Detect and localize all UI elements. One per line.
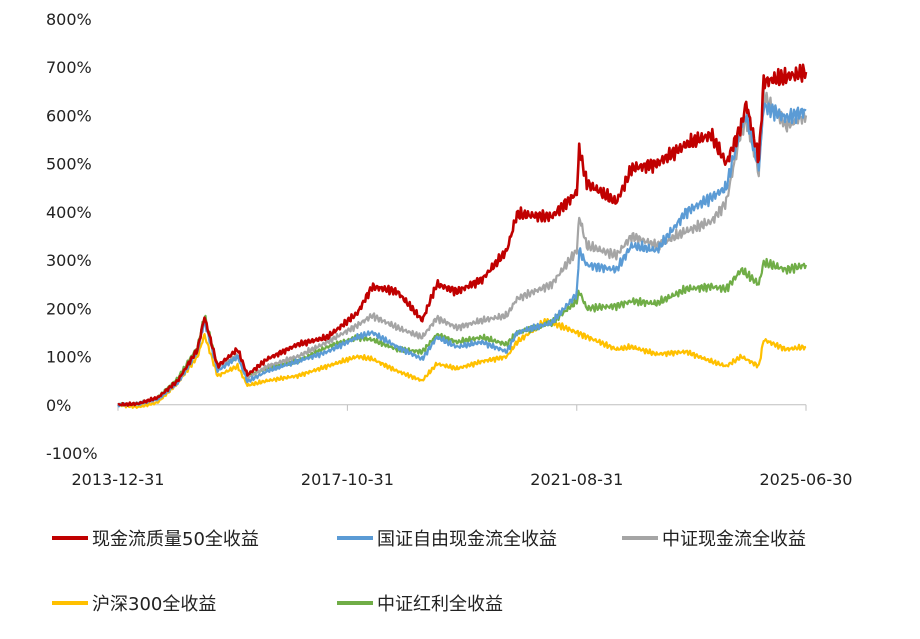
y-tick-label: 600% <box>46 106 92 125</box>
y-tick-label: -100% <box>46 444 98 463</box>
x-tick-label: 2021-08-31 <box>530 470 623 489</box>
x-tick-label: 2025-06-30 <box>760 470 853 489</box>
legend-label: 沪深300全收益 <box>92 594 216 615</box>
x-tick-label: 2017-10-31 <box>301 470 394 489</box>
series-line-2 <box>117 102 807 408</box>
y-axis-ticks: -100% 0% 100% 200% 300% 400% 500% 600% 700% 800% <box>46 10 98 463</box>
y-tick-label: 400% <box>46 203 92 222</box>
legend-label: 国证自由现金流全收益 <box>377 529 557 550</box>
legend-label: 中证红利全收益 <box>377 594 503 615</box>
x-axis: 2013-12-31 2017-10-31 2021-08-31 2025-06-30 <box>72 404 853 489</box>
series-line-1 <box>117 63 808 407</box>
y-tick-label: 500% <box>46 155 92 174</box>
legend-label: 现金流质量50全收益 <box>92 529 259 550</box>
series-lines <box>117 63 808 409</box>
series-line-4 <box>117 318 807 409</box>
x-tick-label: 2013-12-31 <box>72 470 165 489</box>
legend-label: 中证现金流全收益 <box>662 529 806 550</box>
y-tick-label: 700% <box>46 58 92 77</box>
y-tick-label: 0% <box>46 396 71 415</box>
y-tick-label: 800% <box>46 10 92 29</box>
y-tick-label: 100% <box>46 348 92 367</box>
y-tick-label: 300% <box>46 251 92 270</box>
series-line-5 <box>117 257 808 407</box>
y-tick-label: 200% <box>46 299 92 318</box>
